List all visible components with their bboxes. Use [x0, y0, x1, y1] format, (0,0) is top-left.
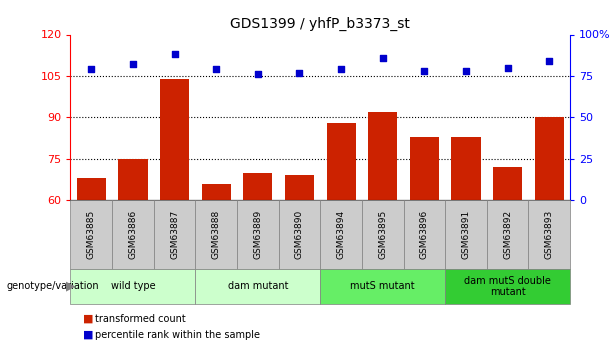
Point [378, 55, 387, 60]
Text: GSM63887: GSM63887 [170, 210, 179, 259]
Bar [493, 167, 522, 200]
Text: ▶: ▶ [66, 280, 75, 293]
Text: GSM63890: GSM63890 [295, 210, 304, 259]
Text: GSM63886: GSM63886 [129, 210, 137, 259]
Text: transformed count: transformed count [95, 314, 186, 324]
Text: GSM63891: GSM63891 [462, 210, 471, 259]
Text: dam mutS double
mutant: dam mutS double mutant [464, 276, 551, 297]
Text: wild type: wild type [110, 282, 155, 291]
Point [336, 67, 346, 72]
Bar [285, 175, 314, 200]
Title: GDS1399 / yhfP_b3373_st: GDS1399 / yhfP_b3373_st [230, 17, 410, 31]
Text: dam mutant: dam mutant [227, 282, 288, 291]
Bar [451, 137, 481, 200]
Bar [77, 178, 106, 200]
Text: ■: ■ [83, 314, 93, 324]
Bar [202, 184, 230, 200]
Text: GSM63894: GSM63894 [337, 210, 346, 259]
Bar [535, 117, 564, 200]
Point [170, 52, 180, 57]
Point [503, 65, 512, 70]
Text: genotype/variation: genotype/variation [6, 282, 99, 291]
Text: GSM63885: GSM63885 [87, 210, 96, 259]
Point [419, 68, 429, 74]
Point [253, 71, 263, 77]
Text: GSM63889: GSM63889 [253, 210, 262, 259]
Bar [368, 112, 397, 200]
Bar [327, 123, 356, 200]
Text: GSM63892: GSM63892 [503, 210, 512, 259]
Text: GSM63893: GSM63893 [545, 210, 554, 259]
Text: mutS mutant: mutS mutant [351, 282, 415, 291]
Text: ■: ■ [83, 330, 93, 339]
Point [544, 58, 554, 64]
Bar [118, 159, 148, 200]
Text: percentile rank within the sample: percentile rank within the sample [95, 330, 260, 339]
Text: GSM63895: GSM63895 [378, 210, 387, 259]
Point [211, 67, 221, 72]
Text: GSM63896: GSM63896 [420, 210, 429, 259]
Point [86, 67, 96, 72]
Bar [410, 137, 439, 200]
Bar [160, 79, 189, 200]
Point [461, 68, 471, 74]
Point [128, 61, 138, 67]
Text: GSM63888: GSM63888 [211, 210, 221, 259]
Bar [243, 172, 272, 200]
Point [295, 70, 305, 75]
